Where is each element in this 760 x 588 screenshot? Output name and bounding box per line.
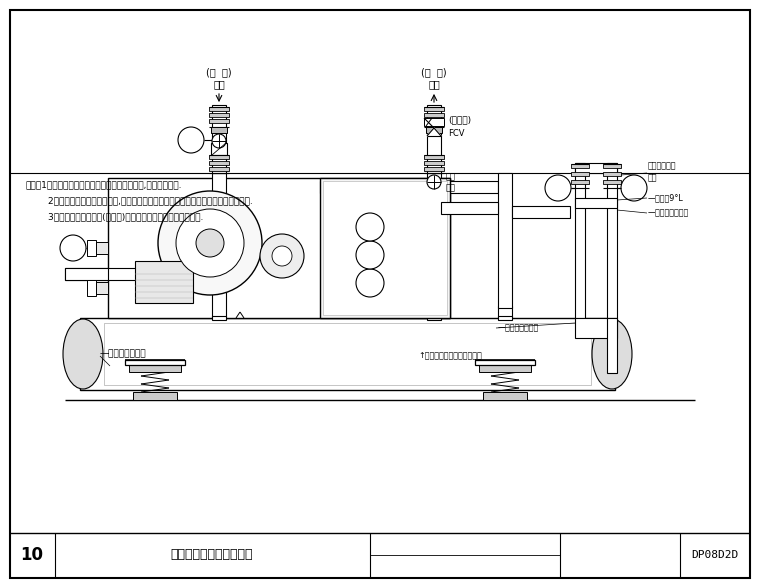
Text: 出水: 出水 <box>446 172 456 182</box>
Bar <box>498 173 512 308</box>
Circle shape <box>158 191 262 295</box>
Bar <box>571 180 589 184</box>
Bar <box>575 163 585 318</box>
Bar <box>320 181 441 193</box>
Bar <box>65 268 226 280</box>
Circle shape <box>60 235 86 261</box>
Text: (冰  水): (冰 水) <box>421 67 447 77</box>
Text: ↑排水至排水溝或地板落水頭: ↑排水至排水溝或地板落水頭 <box>418 352 482 360</box>
Bar <box>96 242 108 254</box>
Bar <box>571 164 589 168</box>
Bar <box>575 318 617 338</box>
Text: —溫度計9°L: —溫度計9°L <box>648 193 684 202</box>
Circle shape <box>427 175 441 189</box>
Bar <box>80 318 615 390</box>
Circle shape <box>178 127 204 153</box>
Text: FCV: FCV <box>448 129 464 138</box>
Bar <box>483 392 527 400</box>
Circle shape <box>356 241 384 269</box>
Bar <box>427 173 441 318</box>
Bar <box>135 261 193 303</box>
Bar <box>323 181 447 315</box>
Bar <box>571 172 589 176</box>
Bar <box>607 163 617 318</box>
Circle shape <box>356 213 384 241</box>
Text: —螺旋式冰水機組: —螺旋式冰水機組 <box>100 349 147 359</box>
Text: (冰  水): (冰 水) <box>206 67 232 77</box>
Bar <box>475 360 535 365</box>
Circle shape <box>621 175 647 201</box>
Bar <box>575 163 617 173</box>
Bar <box>211 143 227 155</box>
Bar <box>212 173 226 288</box>
Bar <box>424 155 444 159</box>
Bar <box>133 392 177 400</box>
Text: 進水: 進水 <box>213 79 225 89</box>
Bar <box>479 365 531 372</box>
Text: 冰水主機水管安裝示意圖: 冰水主機水管安裝示意圖 <box>171 549 253 562</box>
Bar <box>209 155 229 159</box>
Bar <box>441 202 498 214</box>
Bar <box>424 113 444 117</box>
Bar <box>427 316 441 320</box>
Bar <box>426 127 442 133</box>
Bar <box>65 268 108 280</box>
Bar <box>424 167 444 171</box>
Text: 2、任何型式和類之冰水主機,其主要水管均包含冰水進、出水管及冷卻水進、出水管.: 2、任何型式和類之冰水主機,其主要水管均包含冰水進、出水管及冷卻水進、出水管. <box>25 196 253 205</box>
Text: 進水: 進水 <box>648 173 657 182</box>
Text: 蝶閥: 蝶閥 <box>446 183 456 192</box>
Text: 附注：1、本圖冰水主機之外形為離心式冰水主機,其外形供參考.: 附注：1、本圖冰水主機之外形為離心式冰水主機,其外形供參考. <box>25 181 182 189</box>
Bar <box>125 360 185 365</box>
Bar <box>575 198 617 208</box>
Bar <box>320 178 450 318</box>
Ellipse shape <box>592 319 632 389</box>
Bar <box>212 288 226 318</box>
Bar <box>607 318 617 373</box>
Bar <box>427 105 441 173</box>
Circle shape <box>176 209 244 277</box>
Polygon shape <box>427 128 441 136</box>
Bar <box>211 127 227 133</box>
Circle shape <box>212 134 226 148</box>
Text: DP08D2D: DP08D2D <box>692 550 739 560</box>
Bar <box>212 316 226 320</box>
Bar <box>498 316 512 320</box>
Bar <box>209 167 229 171</box>
Text: 3、在冰水及冷卻水管(共四處)均設置支撐架各橡皮墊避震裝置.: 3、在冰水及冷卻水管(共四處)均設置支撐架各橡皮墊避震裝置. <box>25 212 204 222</box>
Bar <box>424 161 444 165</box>
Bar <box>104 323 591 385</box>
Bar <box>209 161 229 165</box>
Bar <box>209 113 229 117</box>
Bar <box>87 240 96 256</box>
Text: —閘門閥（考克）: —閘門閥（考克） <box>498 323 540 332</box>
Bar <box>450 181 498 193</box>
Text: 壓力錶附考克: 壓力錶附考克 <box>648 162 676 171</box>
Bar <box>603 164 621 168</box>
Ellipse shape <box>63 319 103 389</box>
Text: (冷卻水): (冷卻水) <box>448 115 471 125</box>
Bar <box>603 172 621 176</box>
Circle shape <box>196 229 224 257</box>
Bar <box>209 107 229 111</box>
Bar <box>512 206 570 218</box>
Circle shape <box>260 234 304 278</box>
Bar <box>424 119 444 123</box>
Text: 10: 10 <box>21 546 43 564</box>
Bar <box>424 118 444 126</box>
Bar <box>129 365 181 372</box>
Bar <box>209 119 229 123</box>
Circle shape <box>545 175 571 201</box>
Bar <box>427 288 441 318</box>
Bar <box>424 107 444 111</box>
Bar <box>212 105 226 173</box>
Text: —雙球式防震水管: —雙球式防震水管 <box>648 209 689 218</box>
Bar <box>603 180 621 184</box>
Bar <box>87 280 96 296</box>
Bar <box>108 178 450 318</box>
Bar <box>96 282 108 294</box>
Circle shape <box>356 269 384 297</box>
Bar <box>498 306 512 318</box>
Circle shape <box>272 246 292 266</box>
Text: 出水: 出水 <box>428 79 440 89</box>
